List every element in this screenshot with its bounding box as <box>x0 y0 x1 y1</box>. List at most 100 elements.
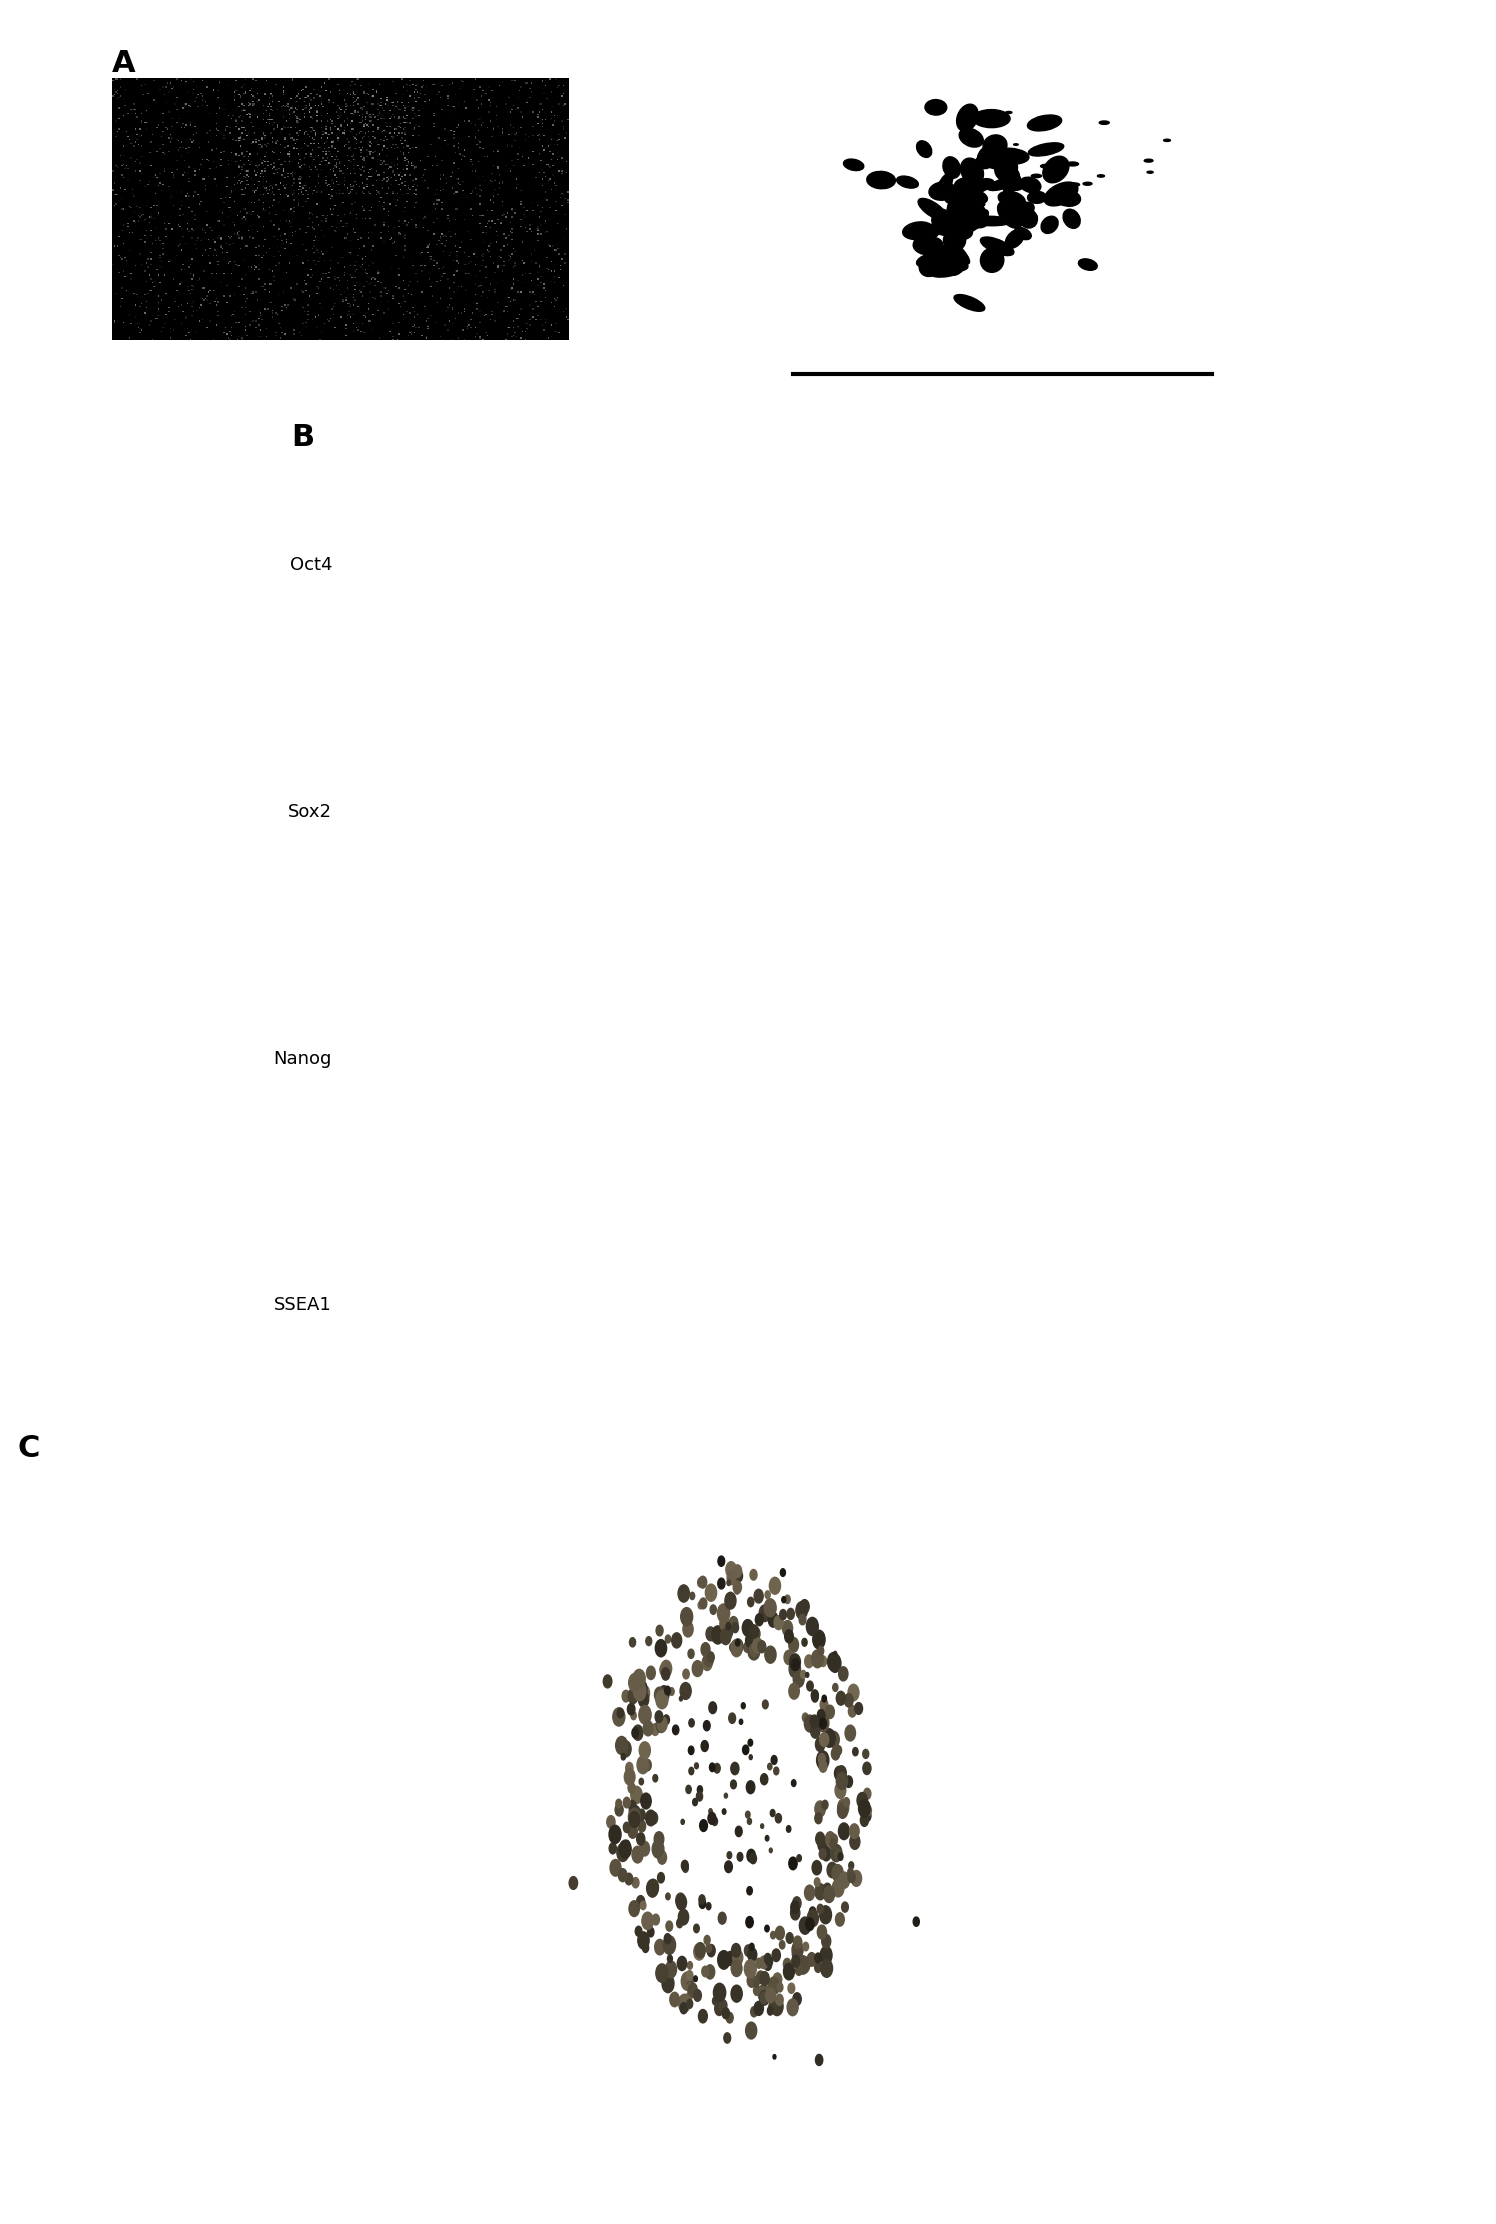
Circle shape <box>820 1732 829 1746</box>
Circle shape <box>697 1793 703 1801</box>
Circle shape <box>666 1962 676 1977</box>
Circle shape <box>694 1975 697 1982</box>
Circle shape <box>836 1773 848 1790</box>
Circle shape <box>646 1666 655 1679</box>
Circle shape <box>732 1761 739 1775</box>
Ellipse shape <box>1014 227 1031 240</box>
Circle shape <box>782 1621 793 1637</box>
Circle shape <box>688 1650 694 1659</box>
Circle shape <box>766 1835 769 1841</box>
Circle shape <box>613 1708 625 1726</box>
Circle shape <box>835 1781 845 1799</box>
Circle shape <box>773 1615 784 1630</box>
Circle shape <box>733 1946 739 1955</box>
Circle shape <box>764 1599 776 1617</box>
Circle shape <box>815 2055 823 2066</box>
Circle shape <box>658 1686 669 1701</box>
Circle shape <box>681 1819 684 1824</box>
Circle shape <box>788 1684 799 1699</box>
Circle shape <box>755 1615 763 1626</box>
Circle shape <box>848 1684 859 1701</box>
Ellipse shape <box>936 173 953 200</box>
Circle shape <box>781 1568 785 1577</box>
Circle shape <box>838 1853 844 1861</box>
Circle shape <box>655 1964 669 1982</box>
Circle shape <box>842 1902 848 1913</box>
Circle shape <box>660 1664 667 1675</box>
Ellipse shape <box>1083 182 1092 185</box>
Circle shape <box>631 1712 636 1719</box>
Circle shape <box>735 1570 742 1581</box>
Circle shape <box>815 1953 821 1964</box>
Circle shape <box>760 1775 767 1784</box>
Circle shape <box>637 1757 649 1775</box>
Circle shape <box>637 1833 645 1846</box>
Circle shape <box>618 1708 624 1717</box>
Circle shape <box>748 1948 757 1962</box>
Circle shape <box>640 1793 651 1808</box>
Ellipse shape <box>944 229 966 251</box>
Circle shape <box>616 1737 628 1755</box>
Circle shape <box>803 1604 808 1612</box>
Ellipse shape <box>948 240 969 265</box>
Circle shape <box>799 1917 811 1935</box>
Circle shape <box>706 1944 712 1953</box>
Circle shape <box>697 1577 703 1588</box>
Circle shape <box>726 1592 736 1610</box>
Ellipse shape <box>956 105 978 131</box>
Circle shape <box>773 2055 776 2059</box>
Circle shape <box>812 1630 826 1648</box>
Ellipse shape <box>935 218 971 236</box>
Circle shape <box>827 1652 839 1670</box>
Circle shape <box>711 1606 717 1615</box>
Ellipse shape <box>866 171 896 189</box>
Circle shape <box>806 1917 814 1930</box>
Ellipse shape <box>1070 182 1080 187</box>
Ellipse shape <box>1079 258 1097 271</box>
Circle shape <box>820 1946 832 1964</box>
Circle shape <box>754 2002 763 2015</box>
Circle shape <box>835 1746 842 1755</box>
Circle shape <box>681 1684 691 1699</box>
Circle shape <box>799 1615 806 1626</box>
Ellipse shape <box>944 258 968 271</box>
Circle shape <box>726 1624 730 1630</box>
Ellipse shape <box>919 198 947 220</box>
Circle shape <box>802 1639 808 1646</box>
Circle shape <box>832 1864 844 1882</box>
Circle shape <box>754 1986 760 1995</box>
Text: SSEA1: SSEA1 <box>274 1297 332 1314</box>
Circle shape <box>693 1799 697 1806</box>
Circle shape <box>732 1959 742 1977</box>
Circle shape <box>676 1893 685 1908</box>
Circle shape <box>628 1672 640 1692</box>
Circle shape <box>732 1639 742 1657</box>
Circle shape <box>749 1755 752 1759</box>
Circle shape <box>663 1935 676 1955</box>
Ellipse shape <box>998 191 1025 207</box>
Circle shape <box>812 1692 818 1701</box>
Circle shape <box>700 1819 708 1833</box>
Circle shape <box>723 1624 733 1639</box>
Circle shape <box>782 1597 785 1604</box>
Circle shape <box>815 1813 821 1824</box>
Circle shape <box>643 1721 654 1735</box>
Ellipse shape <box>957 202 986 220</box>
Circle shape <box>833 1684 838 1692</box>
Ellipse shape <box>950 187 987 205</box>
Circle shape <box>688 1962 693 1968</box>
Circle shape <box>663 1715 670 1724</box>
Circle shape <box>655 1710 663 1724</box>
Text: B: B <box>292 423 314 451</box>
Circle shape <box>800 1599 809 1612</box>
Circle shape <box>705 1935 711 1944</box>
Circle shape <box>806 1617 818 1635</box>
Circle shape <box>607 1815 615 1828</box>
Circle shape <box>820 1699 827 1710</box>
Ellipse shape <box>844 160 863 171</box>
Ellipse shape <box>983 136 1007 156</box>
Circle shape <box>634 1679 648 1699</box>
Circle shape <box>767 2006 773 2015</box>
Circle shape <box>681 1973 694 1990</box>
Circle shape <box>627 1704 634 1715</box>
